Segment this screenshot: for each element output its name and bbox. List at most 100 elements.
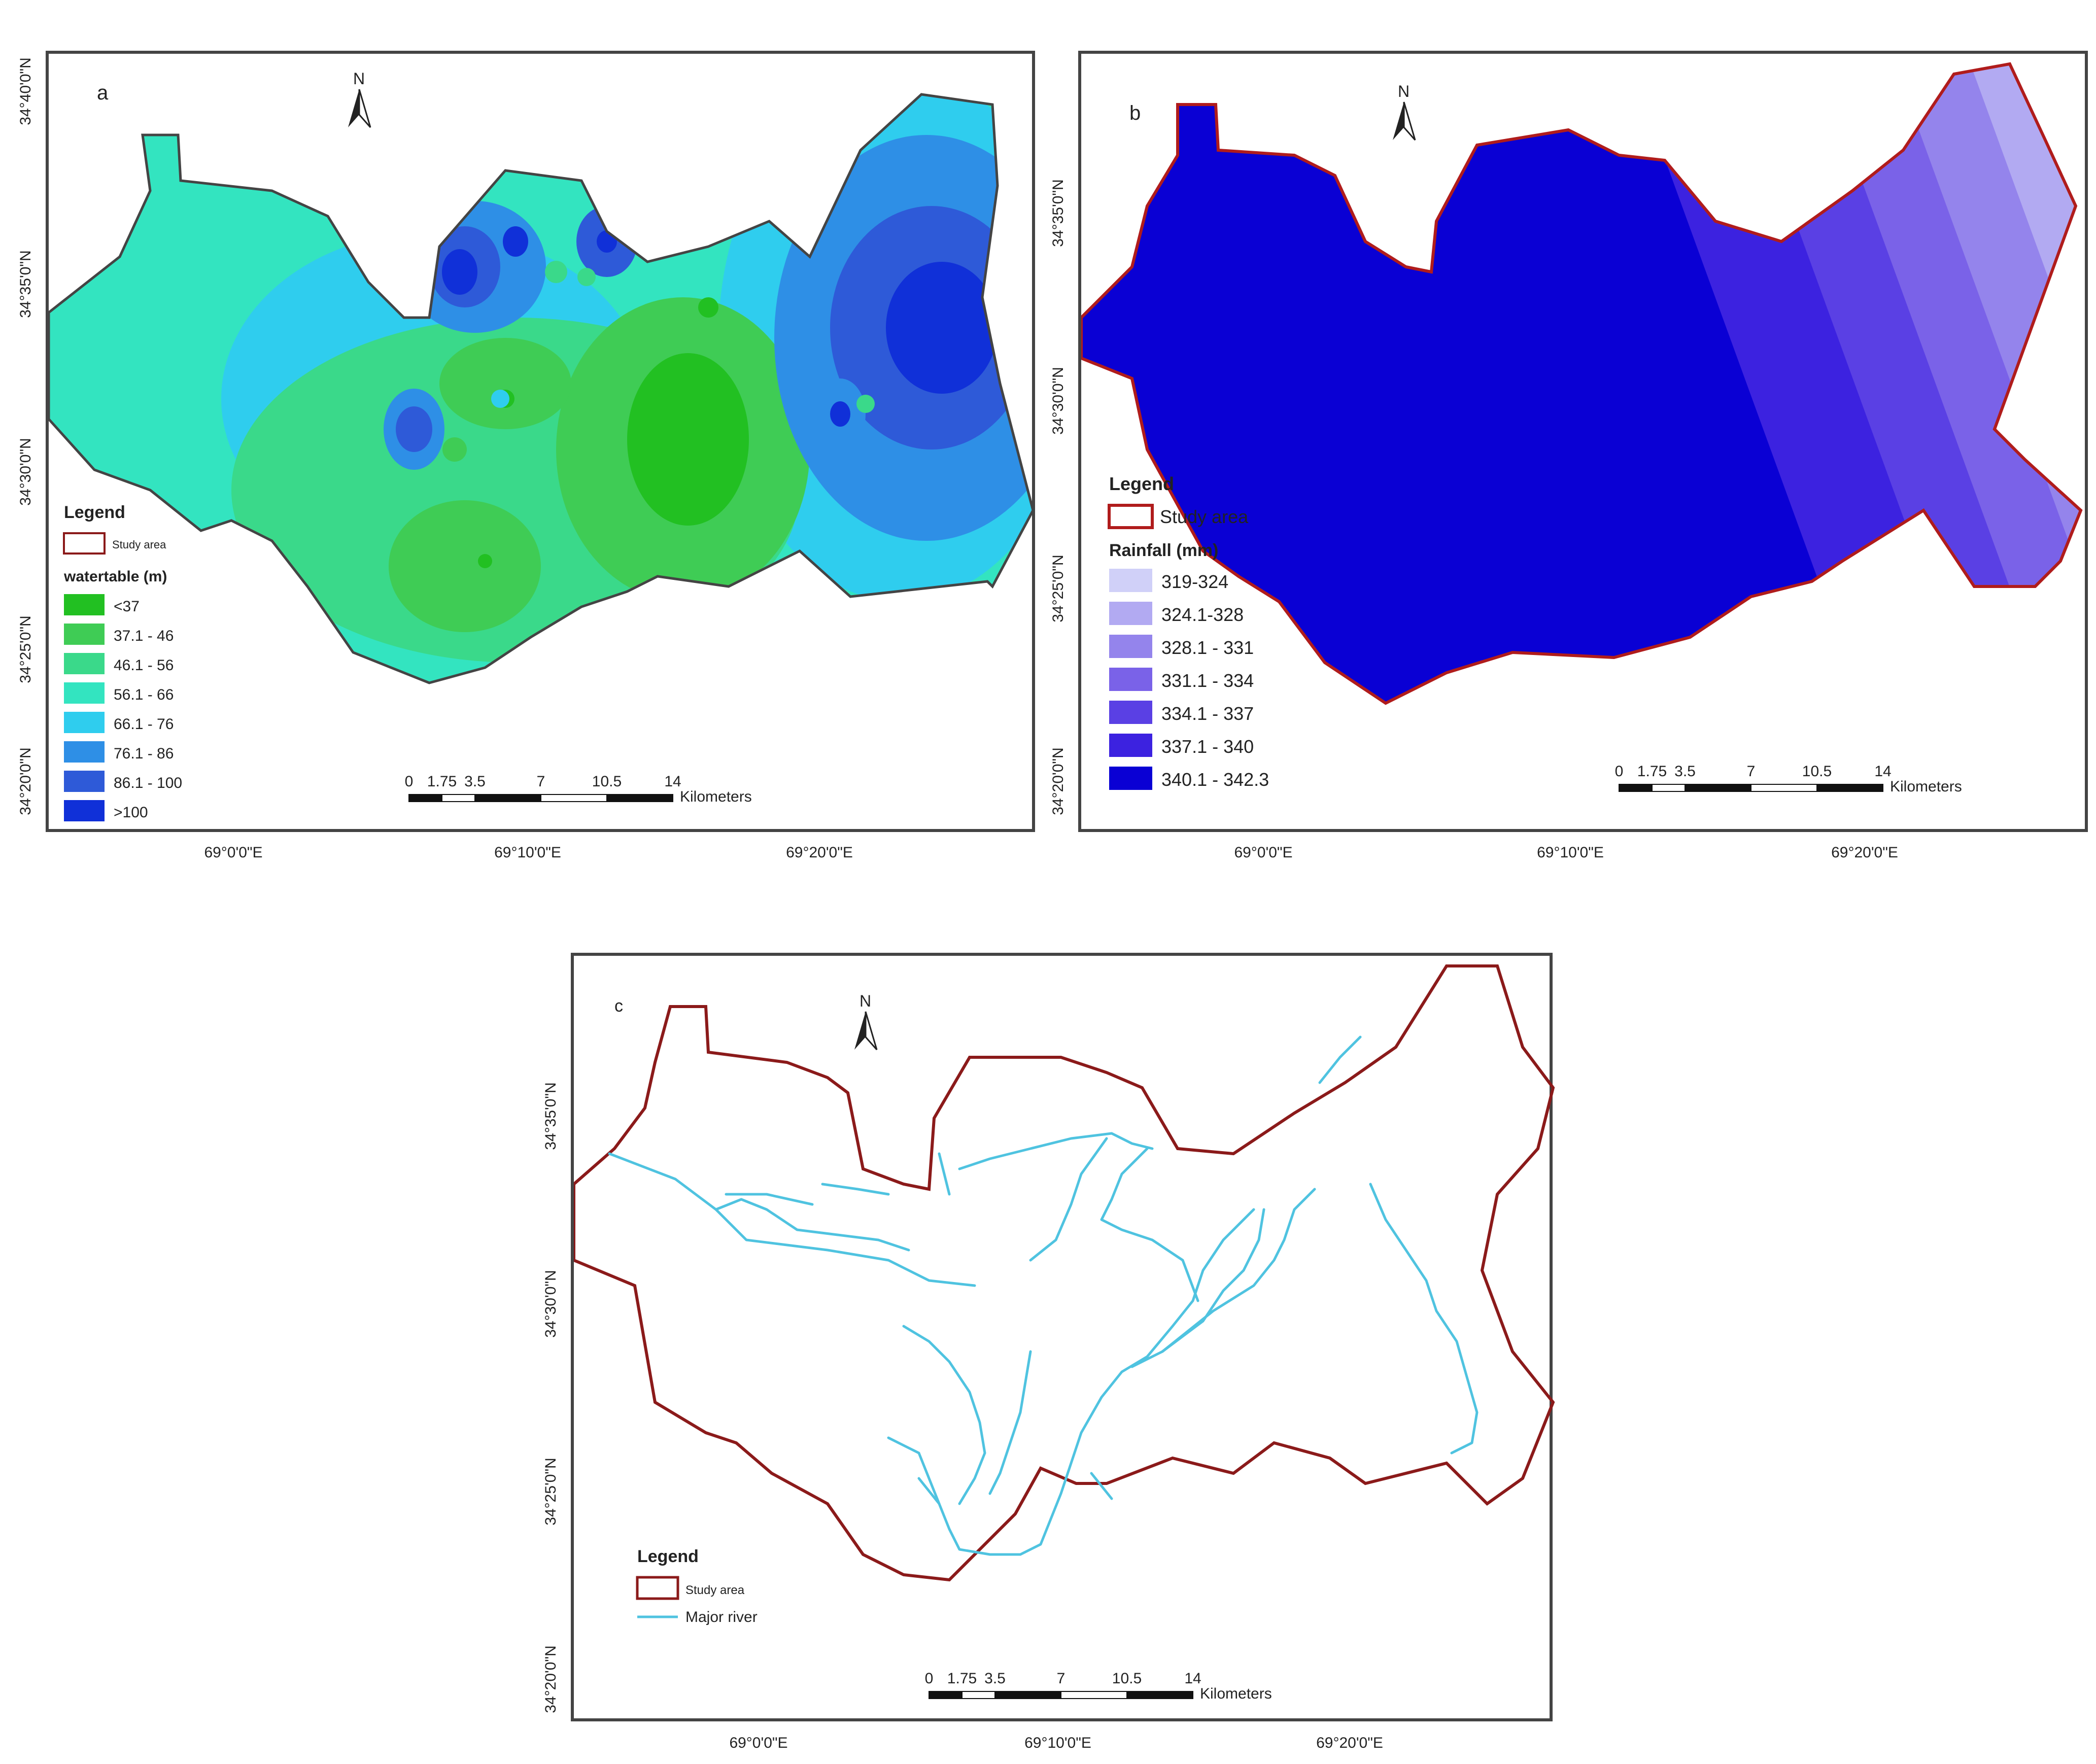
scale-tick-label: 7 <box>1057 1670 1066 1687</box>
legend-class-label: 328.1 - 331 <box>1161 637 1254 658</box>
scale-tick-label: 3.5 <box>1674 763 1696 780</box>
rainfall-map: b N Legend Study area Rainfall (mm) 319-… <box>1081 62 2083 795</box>
svg-text:N: N <box>860 992 871 1010</box>
river-map: c N Legend Study area Major river 0 1.75 3… <box>574 964 1555 1702</box>
scale-unit-label: Kilometers <box>680 788 752 805</box>
scale-segment <box>540 794 607 802</box>
scale-segment <box>929 1691 963 1699</box>
legend-swatch <box>1109 701 1152 724</box>
legend: Legend Study area watertable (m) <37 37.1… <box>63 503 182 821</box>
legend-class-label: 37.1 - 46 <box>114 628 174 644</box>
legend-study-area-label: Study area <box>685 1583 745 1597</box>
scale-tick-label: 1.75 <box>427 773 457 790</box>
scale-tick-label: 1.75 <box>947 1670 977 1687</box>
scale-tick-label: 0 <box>1615 763 1624 780</box>
longitude-label: 69°0'0"E <box>1234 844 1292 861</box>
legend-class-label: 46.1 - 56 <box>114 657 174 674</box>
panel-letter: b <box>1129 102 1141 124</box>
svg-text:N: N <box>1398 82 1410 100</box>
river-network <box>608 1035 1479 1556</box>
scale-tick-label: 10.5 <box>592 773 622 790</box>
scale-segment <box>961 1691 995 1699</box>
map-panel-b: b N Legend Study area Rainfall (mm) 319-… <box>1078 51 2088 832</box>
latitude-label: 34°30'0"N <box>1050 367 1067 434</box>
scale-tick-label: 7 <box>1747 763 1756 780</box>
scale-segment <box>606 794 673 802</box>
scale-tick-label: 3.5 <box>984 1670 1006 1687</box>
watertable-surface <box>49 94 1033 683</box>
scale-segment <box>1816 784 1883 792</box>
legend-class-label: 334.1 - 337 <box>1161 703 1254 724</box>
panel-letter: c <box>614 996 623 1016</box>
latitude-label: 34°20'0"N <box>17 747 34 815</box>
longitude-label: 69°20'0"E <box>1831 844 1898 861</box>
legend-swatch <box>1109 602 1152 625</box>
legend-class-label: 56.1 - 66 <box>114 686 174 703</box>
study-area-boundary <box>1081 62 2083 705</box>
legend-title: Legend <box>637 1547 699 1566</box>
scale-tick-label: 14 <box>1874 763 1891 780</box>
scale-tick-label: 14 <box>1184 1670 1201 1687</box>
legend-title: Legend <box>64 503 125 522</box>
legend-swatch <box>1109 734 1152 757</box>
latitude-label: 34°20'0"N <box>542 1645 559 1713</box>
latitude-label: 34°30'0"N <box>17 438 34 505</box>
legend-class-label: 337.1 - 340 <box>1161 736 1254 757</box>
legend: Legend Study area Rainfall (mm) 319-324 3… <box>1108 473 1269 790</box>
longitude-label: 69°20'0"E <box>786 844 853 861</box>
longitude-label: 69°10'0"E <box>494 844 561 861</box>
north-arrow-icon: N <box>348 70 371 128</box>
scale-segment <box>408 794 442 802</box>
legend-class-label: <37 <box>114 598 140 615</box>
map-panel-a: a N Legend Study area watertable (m) <37… <box>46 51 1035 832</box>
scale-segment <box>1619 784 1653 792</box>
legend-study-area-label: Study area <box>112 538 166 551</box>
legend-swatch <box>64 653 105 674</box>
scale-segment <box>1652 784 1686 792</box>
latitude-label: 34°25'0"N <box>542 1458 559 1525</box>
legend-class-label: 324.1-328 <box>1161 604 1244 625</box>
legend: Legend Study area Major river <box>636 1547 758 1625</box>
scale-segment <box>441 794 475 802</box>
scale-tick-label: 10.5 <box>1112 1670 1142 1687</box>
longitude-label: 69°10'0"E <box>1537 844 1604 861</box>
longitude-label: 69°20'0"E <box>1316 1735 1383 1751</box>
legend-class-label: 86.1 - 100 <box>114 775 182 791</box>
legend-study-area-label: Study area <box>1160 506 1249 527</box>
latitude-label: 34°40'0"N <box>17 57 34 125</box>
legend-class-label: 319-324 <box>1161 571 1228 592</box>
legend-swatch <box>1109 668 1152 691</box>
watertable-map: a N Legend Study area watertable (m) <37… <box>49 70 1035 821</box>
latitude-label: 34°20'0"N <box>1050 747 1067 815</box>
longitude-label: 69°10'0"E <box>1024 1735 1091 1751</box>
legend-swatch <box>64 624 105 645</box>
latitude-label: 34°35'0"N <box>542 1082 559 1150</box>
legend-study-area-swatch <box>1108 504 1154 529</box>
scale-segment <box>474 794 541 802</box>
map-panel-c: c N Legend Study area Major river 0 1.75 3… <box>571 953 1555 1721</box>
scale-tick-label: 10.5 <box>1802 763 1832 780</box>
legend-class-label: 76.1 - 86 <box>114 745 174 762</box>
legend-swatch <box>64 712 105 733</box>
legend-study-area-swatch <box>636 1576 679 1600</box>
legend-swatch <box>64 771 105 792</box>
scale-segment <box>1685 784 1751 792</box>
legend-swatch <box>64 594 105 615</box>
legend-swatch <box>1109 635 1152 658</box>
legend-class-label: 340.1 - 342.3 <box>1161 769 1269 790</box>
scale-segment <box>1750 784 1817 792</box>
legend-swatch <box>64 741 105 763</box>
legend-layer-title: Rainfall (mm) <box>1109 541 1218 560</box>
latitude-label: 34°30'0"N <box>542 1270 559 1337</box>
latitude-label: 34°35'0"N <box>17 250 34 318</box>
legend-title: Legend <box>1109 473 1174 494</box>
longitude-label: 69°0'0"E <box>729 1735 787 1751</box>
study-area-boundary <box>574 964 1555 1582</box>
scale-unit-label: Kilometers <box>1200 1685 1272 1702</box>
scale-tick-label: 3.5 <box>464 773 486 790</box>
legend-river-label: Major river <box>685 1609 758 1625</box>
scale-unit-label: Kilometers <box>1890 778 1962 795</box>
